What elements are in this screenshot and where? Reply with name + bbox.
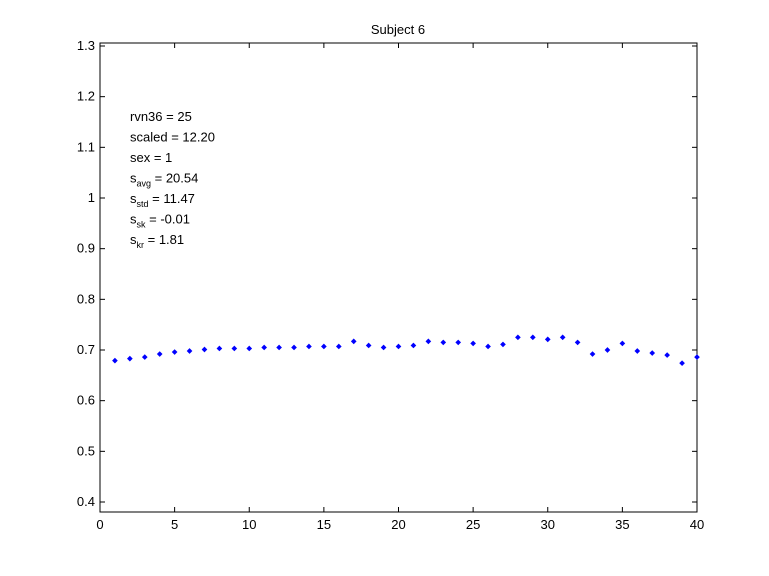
y-tick-label: 0.9 [77, 241, 95, 256]
x-tick-label: 10 [242, 517, 256, 532]
data-point [485, 343, 491, 350]
annotation-label: rvn36 = 25 [130, 109, 192, 124]
x-tick-label: 35 [615, 517, 629, 532]
annotation-label: scaled = 12.20 [130, 130, 215, 145]
data-point [261, 344, 268, 351]
y-tick-label: 1.2 [77, 89, 95, 104]
x-tick-label: 15 [317, 517, 331, 532]
annotation-value: = 1.81 [144, 232, 184, 247]
annotation-line: sstd = 11.47 [130, 191, 195, 209]
data-point [589, 351, 596, 357]
data-point [410, 342, 417, 349]
x-tick-label: 0 [96, 517, 103, 532]
data-point [664, 352, 670, 358]
data-point [649, 350, 656, 356]
x-tick-label: 40 [690, 517, 704, 532]
annotation-value: = 11.47 [149, 191, 195, 206]
annotation-label: s [130, 191, 137, 206]
x-tick-label: 25 [466, 517, 480, 532]
annotation-label: sex = 1 [130, 150, 172, 165]
y-tick-label: 0.7 [77, 342, 95, 357]
data-point [171, 349, 178, 355]
plot-area [99, 42, 698, 513]
data-points [112, 334, 700, 367]
annotation-subscript: avg [137, 179, 152, 189]
data-point [455, 339, 462, 346]
data-point [306, 343, 312, 350]
data-point [216, 345, 223, 352]
data-point [156, 351, 163, 357]
annotation-value: = -0.01 [146, 212, 190, 227]
data-point [201, 346, 208, 353]
x-tick-label: 20 [391, 517, 405, 532]
data-point [634, 348, 641, 354]
y-tick-label: 0.8 [77, 291, 95, 306]
data-point [127, 355, 133, 362]
chart-title: Subject 6 [371, 22, 425, 37]
data-point [544, 336, 551, 343]
annotation-line: rvn36 = 25 [130, 109, 192, 124]
y-tick-label: 0.6 [77, 393, 95, 408]
annotation-line: savg = 20.54 [130, 171, 198, 189]
data-point [604, 347, 611, 353]
annotation-label: s [130, 232, 137, 247]
annotation-line: ssk = -0.01 [130, 212, 190, 230]
annotation-subscript: kr [137, 240, 145, 250]
y-tick-label: 0.5 [77, 443, 95, 458]
data-point [380, 344, 387, 351]
x-tick-label: 30 [541, 517, 555, 532]
annotation-line: scaled = 12.20 [130, 130, 215, 145]
data-point [276, 344, 282, 351]
data-point [529, 334, 536, 341]
annotation-subscript: std [137, 199, 149, 209]
data-point [112, 357, 118, 364]
annotation-label: s [130, 171, 137, 186]
data-point [694, 354, 700, 360]
data-point [559, 334, 566, 341]
data-point [619, 340, 626, 347]
y-tick-label: 1.1 [77, 139, 95, 154]
y-tick-label: 0.4 [77, 494, 95, 509]
data-point [470, 340, 476, 347]
annotation-line: sex = 1 [130, 150, 172, 165]
data-point [231, 345, 238, 352]
data-point [365, 342, 372, 349]
annotation-label: s [130, 212, 137, 227]
y-tick-label: 1 [88, 190, 95, 205]
data-point [141, 354, 148, 360]
data-point [395, 343, 402, 350]
data-point [350, 338, 357, 345]
axis-ticks: 0 5 10 15 20 25 30 35 40 0.4 0.5 0.6 0.7 0.8 0.9 1 1.1 1.… [77, 38, 704, 532]
data-point [440, 339, 447, 346]
x-tick-label: 5 [171, 517, 178, 532]
y-tick-label: 1.3 [77, 38, 95, 53]
annotation-value: = 20.54 [151, 171, 198, 186]
data-point [291, 344, 297, 351]
annotation-line: skr = 1.81 [130, 232, 184, 250]
data-point [679, 360, 685, 367]
data-point [515, 334, 521, 341]
data-point [574, 339, 581, 346]
annotation-subscript: sk [137, 220, 147, 230]
data-point [186, 348, 193, 354]
data-point [335, 343, 342, 350]
data-point [500, 341, 506, 348]
data-point [321, 343, 327, 350]
data-point [425, 338, 432, 345]
data-point [246, 345, 253, 352]
